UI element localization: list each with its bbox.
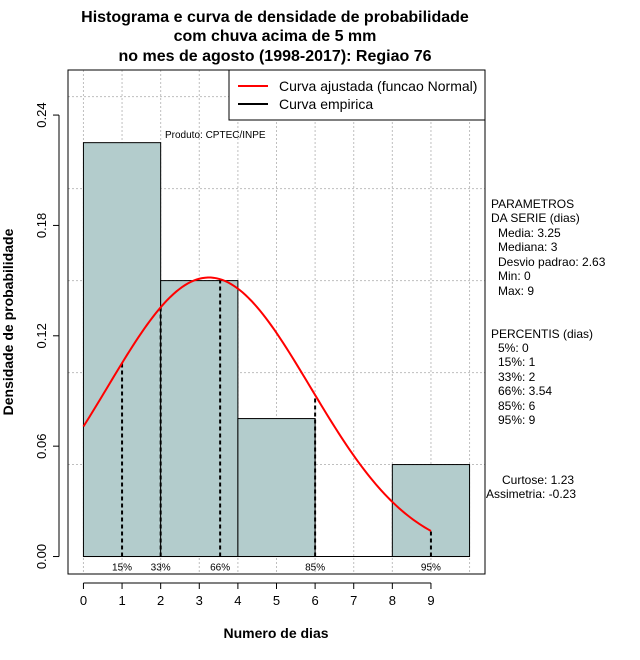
x-tick-label-8: 8 <box>389 593 396 608</box>
legend-fitted-label: Curva ajustada (funcao Normal) <box>279 78 477 94</box>
x-tick-label-9: 9 <box>427 593 434 608</box>
legend-box <box>228 69 486 121</box>
x-tick-label-3: 3 <box>196 593 203 608</box>
bars-layer <box>82 142 471 558</box>
histogram-bar-0 <box>82 142 162 558</box>
stat-p85: 85%: 6 <box>498 399 536 413</box>
chart-title-line-2: com chuva acima de 5 mm <box>174 28 377 45</box>
stat-p5: 5%: 0 <box>498 341 529 355</box>
percentile-label-4: 95% <box>421 563 441 574</box>
chart-title-line-1: Histograma e curva de densidade de proba… <box>81 9 469 26</box>
stats-header-2: DA SERIE (dias) <box>491 211 580 225</box>
x-tick-label-1: 1 <box>118 593 125 608</box>
x-tick-label-6: 6 <box>311 593 318 608</box>
y-tick-label-4: 0.24 <box>34 102 49 127</box>
percentile-layer: 15% 33% 66% 85% 95% <box>112 279 441 574</box>
percentis-header: PERCENTIS (dias) <box>491 327 593 341</box>
axis-layer: 0 1 2 3 4 5 6 7 8 9 0.00 0.06 0.12 0.18 0.24 <box>34 102 435 608</box>
curve-layer <box>82 276 432 532</box>
stat-max: Max: 9 <box>498 284 534 298</box>
x-tick-label-2: 2 <box>157 593 164 608</box>
product-annotation: Produto: CPTEC/INPE <box>165 130 266 141</box>
stat-curtose: Curtose: 1.23 <box>502 473 574 487</box>
stat-assimetria: Assimetria: -0.23 <box>486 487 576 501</box>
histogram-bar-4 <box>391 464 471 558</box>
x-axis-title: Numero de dias <box>223 625 328 641</box>
histogram-bar-2 <box>237 418 316 558</box>
stat-mediana: Mediana: 3 <box>498 240 558 254</box>
stat-p66: 66%: 3.54 <box>498 384 552 398</box>
fitted-normal-curve <box>82 276 432 532</box>
percentile-label-0: 15% <box>112 563 132 574</box>
x-tick-label-7: 7 <box>350 593 357 608</box>
y-tick-label-3: 0.18 <box>34 213 49 238</box>
y-tick-label-0: 0.00 <box>34 544 49 569</box>
y-tick-label-1: 0.06 <box>34 434 49 459</box>
percentile-label-1: 33% <box>151 563 171 574</box>
stat-desvio: Desvio padrao: 2.63 <box>498 255 606 269</box>
percentile-label-2: 66% <box>210 563 230 574</box>
stat-p95: 95%: 9 <box>498 413 536 427</box>
stats-panel: PARAMETROS DA SERIE (dias) Media: 3.25 M… <box>486 197 606 501</box>
histogram-bar-1 <box>160 280 239 558</box>
y-tick-label-2: 0.12 <box>34 323 49 348</box>
percentile-label-3: 85% <box>305 563 325 574</box>
legend-empirical-label: Curva empirica <box>279 96 373 112</box>
x-tick-label-5: 5 <box>273 593 280 608</box>
y-axis-title: Densidade de probabilidade <box>0 228 16 415</box>
stat-media: Media: 3.25 <box>498 226 561 240</box>
x-tick-label-4: 4 <box>234 593 241 608</box>
chart-title-line-3: no mes de agosto (1998-2017): Regiao 76 <box>119 48 432 65</box>
stats-header-1: PARAMETROS <box>491 197 574 211</box>
x-tick-label-0: 0 <box>80 593 87 608</box>
legend: Curva ajustada (funcao Normal) Curva emp… <box>228 69 486 121</box>
stat-min: Min: 0 <box>498 269 531 283</box>
stat-p15: 15%: 1 <box>498 355 536 369</box>
stat-p33: 33%: 2 <box>498 370 536 384</box>
